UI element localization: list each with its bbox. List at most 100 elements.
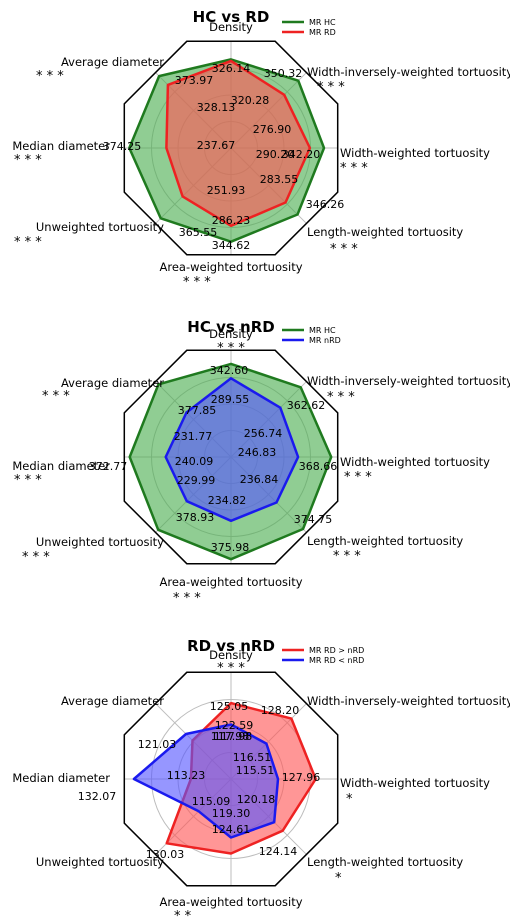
axis-label: Area-weighted tortuosity — [159, 575, 302, 589]
significance-marker: * * * — [333, 549, 361, 564]
data-label: 328.13 — [197, 101, 236, 114]
data-label: 372.77 — [89, 460, 128, 473]
significance-marker: * * * — [14, 235, 42, 250]
data-label: 320.28 — [231, 94, 270, 107]
significance-marker: * * * — [217, 661, 245, 676]
legend-label: MR nRD — [309, 336, 341, 345]
data-label: 362.62 — [287, 399, 326, 412]
significance-marker: * * * — [36, 69, 64, 84]
significance-marker: * — [335, 871, 342, 886]
axis-label: Density — [209, 20, 253, 34]
significance-marker: * * * — [217, 341, 245, 356]
axis-label: Median diameter — [12, 139, 110, 153]
axis-label: Unweighted tortuosity — [36, 535, 164, 549]
axis-label: Median diameter — [12, 771, 110, 785]
data-label: 342.20 — [282, 148, 321, 161]
axis-label: Width-weighted tortuosity — [340, 455, 490, 469]
radar-frame — [123, 40, 339, 256]
significance-marker: * * * — [173, 591, 201, 606]
radar-panel-3: RD vs nRD 125.05 128.20 127.96 124.14 124.61 1… — [12, 637, 510, 922]
data-label: 246.83 — [238, 446, 277, 459]
significance-marker: * * * — [330, 242, 358, 257]
data-label: 342.60 — [210, 364, 249, 377]
significance-marker: * * * — [14, 473, 42, 488]
axis-label: Area-weighted tortuosity — [159, 260, 302, 274]
data-label: 121.03 — [138, 738, 177, 751]
significance-marker: * * * — [14, 153, 42, 168]
data-label: 286.23 — [212, 214, 251, 227]
axis-label: Unweighted tortuosity — [36, 220, 164, 234]
data-label: 119.30 — [212, 807, 251, 820]
axis-label: Average diameter — [61, 694, 164, 708]
significance-marker: * * * — [22, 550, 50, 565]
axis-label: Area-weighted tortuosity — [159, 895, 302, 909]
data-label: 128.20 — [261, 704, 300, 717]
series-area-2 — [164, 377, 300, 523]
data-label: 229.99 — [177, 474, 216, 487]
axis-label: Length-weighted tortuosity — [307, 534, 463, 548]
significance-marker: * * — [174, 909, 192, 922]
axis-label: Length-weighted tortuosity — [307, 855, 463, 869]
data-label: 326.14 — [212, 62, 251, 75]
data-label: 368.66 — [299, 460, 338, 473]
axis-label: Width-inversely-weighted tortuosity — [307, 65, 510, 79]
axis-label: Density — [209, 327, 253, 341]
data-label: 130.03 — [146, 848, 185, 861]
data-label: 124.61 — [212, 823, 251, 836]
data-label: 116.51 — [233, 751, 272, 764]
data-label: 124.14 — [259, 845, 298, 858]
data-label: 365.55 — [179, 226, 218, 239]
data-label: 256.74 — [244, 427, 283, 440]
axis-label: Length-weighted tortuosity — [307, 225, 463, 239]
chart-title: HC vs RD — [193, 8, 270, 26]
data-label: 374.25 — [103, 140, 142, 153]
significance-marker: * * * — [183, 275, 211, 290]
chart-title: HC vs nRD — [187, 318, 274, 336]
legend-label: MR HC — [309, 18, 336, 27]
radar-frame — [123, 349, 339, 565]
data-label: 378.93 — [176, 511, 215, 524]
radar-panel-1: HC vs RD 326.14 350.32 342.20 346.26 344.6236… — [12, 8, 510, 290]
significance-marker: * * * — [340, 161, 368, 176]
data-label: 276.90 — [253, 123, 292, 136]
axis-label: Median diameter — [12, 459, 110, 473]
legend-label: MR RD — [309, 28, 336, 37]
axis-label: Width-weighted tortuosity — [340, 146, 490, 160]
data-label: 290.20 — [256, 148, 295, 161]
data-label: 346.26 — [306, 198, 345, 211]
chart-title: RD vs nRD — [187, 637, 275, 655]
data-label: 115.51 — [236, 764, 275, 777]
legend-label: MR HC — [309, 326, 336, 335]
data-label: 283.55 — [260, 173, 299, 186]
data-label: 115.09 — [192, 795, 231, 808]
data-label: 344.62 — [212, 239, 251, 252]
data-label-extra: 122.59 — [215, 719, 254, 732]
data-label: 377.85 — [178, 404, 217, 417]
series-area-2 — [165, 59, 312, 228]
data-label: 373.97 — [175, 74, 214, 87]
axis-label: Width-inversely-weighted tortuosity — [307, 374, 510, 388]
data-label: 289.55 — [211, 393, 250, 406]
data-label: 127.96 — [282, 771, 321, 784]
significance-marker: * * * — [344, 470, 372, 485]
data-label: 236.84 — [240, 473, 279, 486]
axis-label: Average diameter — [61, 376, 164, 390]
significance-marker: * * * — [327, 390, 355, 405]
data-label: 125.05 — [210, 700, 249, 713]
data-label: 237.67 — [197, 139, 236, 152]
legend-label: MR RD < nRD — [309, 656, 364, 665]
data-label: 240.09 — [175, 455, 214, 468]
axis-label: Width-inversely-weighted tortuosity — [307, 694, 510, 708]
data-label: 234.82 — [208, 494, 247, 507]
data-label: 117.98 — [214, 730, 253, 743]
axis-label: Width-weighted tortuosity — [340, 776, 490, 790]
significance-marker: * * * — [42, 389, 70, 404]
data-label: 231.77 — [174, 430, 213, 443]
data-label: 132.07 — [78, 790, 117, 803]
significance-marker: * — [346, 792, 353, 807]
data-label: 117.98 — [211, 730, 250, 743]
